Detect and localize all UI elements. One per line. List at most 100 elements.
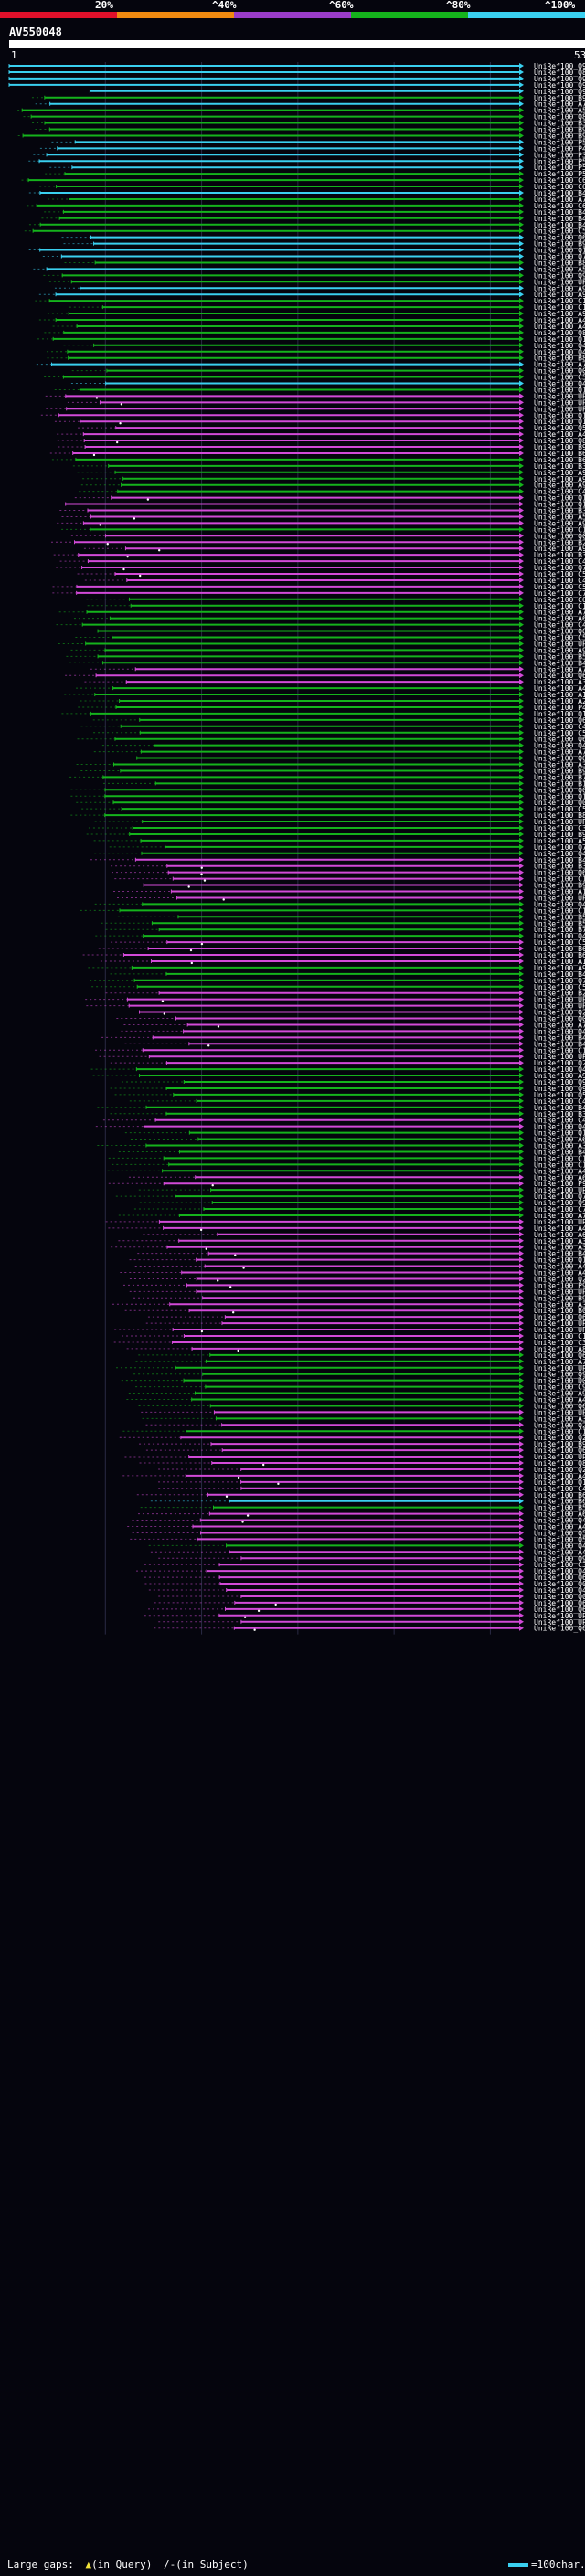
hit-row: UniRef100_P90504 bbox=[122, 1281, 585, 1289]
hit-row: UniRef100_B5DJ23 bbox=[66, 652, 585, 661]
hit-end-arrow bbox=[519, 710, 524, 716]
hit-end-arrow bbox=[519, 171, 524, 177]
hit-end-arrow bbox=[519, 120, 524, 126]
hit-label: UniRef100_B4F892 bbox=[534, 189, 585, 197]
hit-end-arrow bbox=[519, 698, 524, 704]
hit-row: UniRef100_A5AT13 bbox=[33, 265, 585, 273]
hit-row: UniRef100_Q7RC22 bbox=[109, 843, 585, 852]
hit-end-arrow bbox=[519, 1206, 524, 1212]
hit-row: UniRef100_UP1000... bbox=[86, 1002, 585, 1011]
hit-row: UniRef100_C4R5S5 bbox=[102, 1117, 585, 1125]
hit-end-arrow bbox=[519, 240, 524, 247]
hit-row: UniRef100_C9RY11 bbox=[135, 1383, 585, 1392]
hit-label: UniRef100_B3MW70 bbox=[534, 863, 585, 871]
hit-end-arrow bbox=[519, 901, 524, 907]
hit-end-arrow bbox=[519, 107, 524, 113]
hit-end-arrow bbox=[519, 1517, 524, 1523]
hit-end-arrow bbox=[519, 444, 524, 450]
hit-label: UniRef100_P49729 bbox=[534, 144, 585, 153]
hit-end-arrow bbox=[519, 742, 524, 748]
hit-row: UniRef100_UP1000... bbox=[145, 1320, 585, 1328]
hit-end-arrow bbox=[519, 748, 524, 755]
hit-row: UniRef100_A6WYV2 bbox=[143, 1231, 585, 1239]
hit-row: UniRef100_Q9LYR3 bbox=[89, 88, 585, 96]
hit-label: UniRef100_Q8HVQ2 bbox=[534, 1459, 585, 1468]
hit-label: UniRef100_C4YBB6 bbox=[534, 488, 585, 496]
hit-end-arrow bbox=[519, 475, 524, 482]
hit-row: UniRef100_Q9S7M4 bbox=[43, 271, 585, 280]
query-gap-marker bbox=[120, 403, 123, 406]
hit-row: UniRef100_B6HI34 bbox=[82, 951, 585, 959]
hit-row: UniRef100_A2R3F2 bbox=[80, 697, 585, 705]
hit-end-arrow bbox=[519, 1396, 524, 1403]
query-gap-marker bbox=[119, 422, 122, 425]
hit-row: UniRef100_Q8HEB4 bbox=[44, 329, 585, 337]
hit-label: UniRef100_A4WP33 bbox=[534, 1224, 585, 1233]
hit-row: UniRef100_C5YF41 bbox=[24, 228, 585, 236]
legend-swatch-5 bbox=[468, 12, 585, 18]
hit-label: UniRef100_A9P9X5 bbox=[534, 519, 585, 527]
hit-end-arrow bbox=[519, 75, 524, 81]
query-gap-marker bbox=[95, 397, 99, 399]
hit-label: UniRef100_Q16GW2 bbox=[534, 411, 585, 419]
hit-label: UniRef100_Q9S7M4 bbox=[534, 271, 585, 280]
hit-end-arrow bbox=[519, 755, 524, 761]
hit-end-arrow bbox=[519, 933, 524, 939]
legend-label-1: 20% bbox=[95, 0, 113, 11]
hit-end-arrow bbox=[519, 1244, 524, 1250]
hit-label: UniRef100_Q5W4W9 bbox=[534, 424, 585, 432]
hit-row: UniRef100_B9NXS2 bbox=[80, 767, 585, 775]
hit-end-arrow bbox=[519, 589, 524, 596]
hit-row: UniRef100_Q5W2T1 bbox=[114, 1091, 585, 1099]
hit-end-arrow bbox=[519, 583, 524, 589]
hit-end-arrow bbox=[519, 723, 524, 729]
query-gap-marker bbox=[126, 555, 129, 558]
hit-label: UniRef100_C1GDV0 bbox=[534, 1154, 585, 1162]
hit-label: UniRef100_B6KRE7 bbox=[534, 456, 585, 464]
hit-row: UniRef100_B7RMK4 bbox=[105, 926, 585, 934]
hit-label: UniRef100_B3VTV1 bbox=[534, 507, 585, 515]
query-gap-marker bbox=[92, 453, 96, 457]
hit-row: UniRef100_A9DHH3 bbox=[92, 1072, 585, 1080]
hit-row: UniRef100_A3VZ47 bbox=[112, 1300, 585, 1309]
legend-swatch-4 bbox=[351, 12, 468, 18]
hit-end-arrow bbox=[519, 69, 524, 75]
hit-row: UniRef100_A5K416 bbox=[61, 513, 585, 521]
hit-label: UniRef100_A3SUV8 bbox=[534, 761, 585, 769]
footer-legend: Large gaps: ▲(in Query) /-(in Subject) bbox=[7, 2559, 249, 2571]
hit-label: UniRef100_UP1000... bbox=[534, 392, 585, 400]
hit-end-arrow bbox=[519, 1454, 524, 1460]
hit-end-arrow bbox=[519, 1142, 524, 1149]
hit-row: UniRef100_B5YYL2 bbox=[140, 1504, 585, 1512]
hit-end-arrow bbox=[519, 298, 524, 304]
hit-end-arrow bbox=[519, 1117, 524, 1123]
hit-row: UniRef100_A6UNQ3 bbox=[130, 1136, 585, 1144]
hit-end-arrow bbox=[519, 1212, 524, 1218]
hit-row: UniRef100_A3JYC8 bbox=[118, 1237, 585, 1246]
hit-end-arrow bbox=[519, 983, 524, 990]
query-gap-marker bbox=[261, 1463, 265, 1467]
hit-label: UniRef100_Q2GX79 bbox=[534, 1009, 585, 1017]
hit-label: UniRef100_Q7N1U6 bbox=[534, 1193, 585, 1201]
hit-end-arrow bbox=[519, 660, 524, 666]
hit-end-arrow bbox=[519, 1530, 524, 1536]
hit-end-arrow bbox=[519, 1079, 524, 1085]
hit-end-arrow bbox=[519, 1618, 524, 1625]
hit-end-arrow bbox=[519, 462, 524, 469]
hit-row: UniRef100_P90567 bbox=[108, 1180, 585, 1188]
hit-row: UniRef100_Q8H6T4 bbox=[23, 113, 585, 122]
hit-end-arrow bbox=[519, 1200, 524, 1206]
hit-label: UniRef100_Q4R2E6 bbox=[534, 900, 585, 908]
query-start-tick: 1 bbox=[11, 49, 17, 61]
hit-label: UniRef100_A4F7T8 bbox=[534, 430, 585, 439]
hit-label: UniRef100_Q6PC40 bbox=[534, 736, 585, 744]
hit-end-arrow bbox=[519, 520, 524, 526]
hit-row: UniRef100_B3M9F4 bbox=[32, 120, 585, 128]
hit-end-arrow bbox=[519, 1587, 524, 1593]
hit-row: UniRef100_B6KRE7 bbox=[51, 456, 585, 464]
hit-row: UniRef100_A3SES0 bbox=[97, 1142, 585, 1150]
hit-row: UniRef100_B6GZE3 bbox=[136, 1491, 585, 1500]
hit-end-arrow bbox=[519, 329, 524, 335]
hit-end-arrow bbox=[519, 311, 524, 317]
hit-end-arrow bbox=[519, 1269, 524, 1276]
